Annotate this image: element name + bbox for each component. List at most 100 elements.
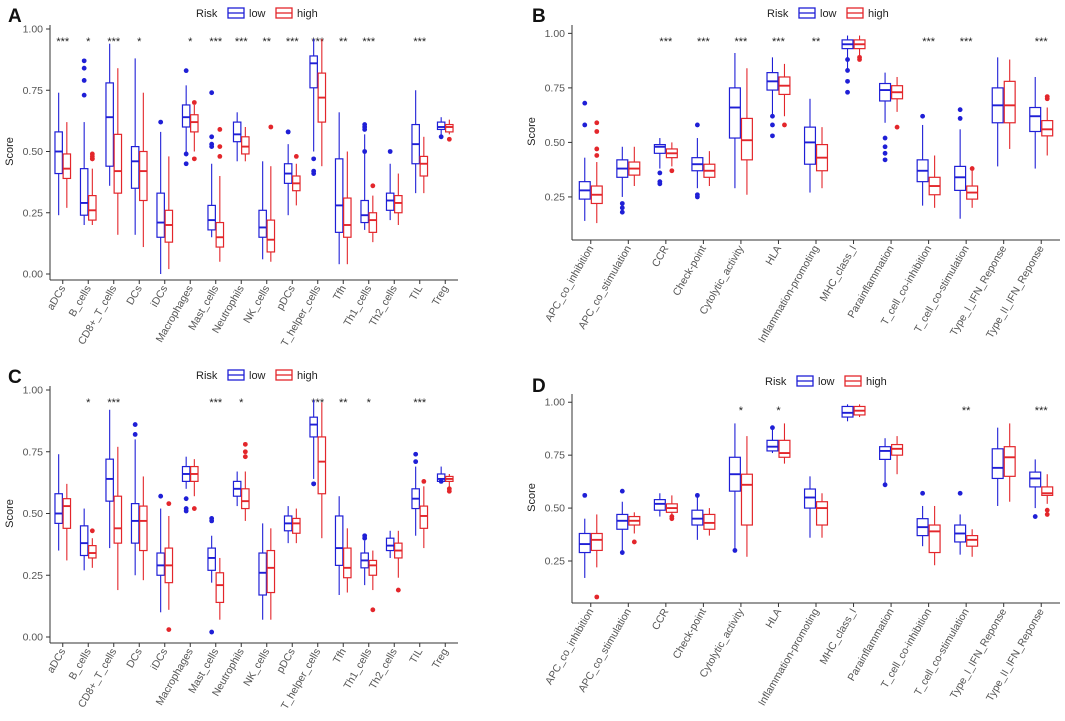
- outlier-point: [395, 587, 401, 593]
- significance-label: **: [339, 397, 348, 409]
- box-low: [954, 107, 967, 219]
- box-iqr: [815, 501, 829, 526]
- box-iqr: [79, 168, 89, 216]
- box-iqr: [954, 165, 967, 191]
- outlier-point: [594, 594, 600, 600]
- outlier-point: [362, 149, 368, 154]
- box-low: [991, 427, 1004, 506]
- x-tick-label: aDCs: [45, 284, 69, 313]
- box-iqr: [368, 212, 378, 233]
- significance-label: ***: [286, 36, 300, 48]
- x-tick-label: TIL: [407, 283, 425, 302]
- box-high: [419, 136, 429, 194]
- outlier-point: [969, 166, 975, 171]
- box-low: [841, 35, 854, 95]
- outlier-point: [594, 146, 600, 152]
- outlier-point: [1044, 507, 1050, 513]
- box-iqr: [139, 150, 148, 202]
- box-iqr: [292, 517, 301, 534]
- box-low: [232, 471, 242, 507]
- box-iqr: [419, 155, 429, 177]
- box-high: [966, 529, 979, 557]
- box-iqr: [105, 458, 114, 502]
- box-iqr: [740, 117, 753, 161]
- box-high: [1041, 474, 1054, 517]
- significance-label: **: [962, 405, 971, 417]
- box-low: [766, 425, 779, 454]
- outlier-point: [582, 122, 588, 128]
- outlier-point: [957, 116, 963, 121]
- box-iqr: [62, 153, 72, 180]
- outlier-point: [362, 122, 368, 127]
- legend-title: Risk: [767, 8, 789, 20]
- outlier-point: [242, 441, 248, 447]
- box-low: [54, 92, 63, 216]
- box-low: [156, 493, 165, 613]
- outlier-point: [81, 92, 87, 98]
- box-high: [445, 119, 454, 142]
- panel-B: B Risk low high0.250.500.751.00ScoreAPC_co_…: [526, 6, 1060, 345]
- legend-label-high: high: [866, 376, 887, 388]
- box-iqr: [241, 136, 250, 155]
- x-tick-label: MHC_class_I: [818, 607, 860, 667]
- box-low: [766, 57, 779, 139]
- box-low: [411, 451, 420, 536]
- box-high: [1041, 94, 1054, 156]
- box-iqr: [891, 443, 904, 456]
- box-iqr: [309, 55, 318, 89]
- outlier-point: [619, 201, 625, 206]
- y-tick-label: 0.50: [545, 503, 566, 515]
- outlier-point: [191, 100, 197, 105]
- box-iqr: [803, 488, 817, 509]
- box-iqr: [1029, 106, 1042, 133]
- outlier-point: [132, 422, 138, 427]
- box-high: [628, 512, 641, 545]
- outlier-point: [957, 490, 963, 496]
- outlier-point: [694, 492, 700, 498]
- box-high: [966, 166, 979, 208]
- panel-D: D Risk low high0.250.500.751.00ScoreAPC_co_…: [526, 375, 1060, 708]
- legend: Risk low high: [765, 375, 887, 388]
- box-high: [113, 68, 123, 235]
- x-tick-label: HLA: [763, 244, 784, 268]
- outlier-point: [413, 451, 419, 457]
- legend: Risk low high: [196, 7, 318, 20]
- box-iqr: [691, 509, 704, 526]
- significance-label: ***: [697, 36, 711, 48]
- legend-label-low: low: [249, 8, 266, 20]
- box-iqr: [1041, 119, 1054, 137]
- y-tick-label: 1.00: [545, 397, 566, 409]
- x-tick-label: aDCs: [45, 647, 69, 676]
- box-iqr: [79, 525, 89, 557]
- legend-title: Risk: [196, 370, 218, 382]
- box-high: [853, 35, 866, 62]
- box-high: [113, 446, 123, 591]
- box-iqr: [241, 488, 250, 510]
- box-low: [54, 454, 63, 551]
- y-axis-title: Score: [4, 137, 16, 166]
- significance-label: ***: [659, 36, 673, 48]
- outlier-point: [285, 129, 291, 135]
- box-high: [139, 476, 148, 581]
- box-low: [105, 409, 114, 549]
- box-iqr: [215, 572, 225, 604]
- outlier-point: [920, 490, 926, 496]
- box-iqr: [130, 503, 140, 544]
- box-high: [891, 76, 904, 130]
- outlier-point: [845, 68, 850, 73]
- outlier-point: [732, 548, 738, 553]
- outlier-point: [158, 493, 164, 499]
- outlier-point: [209, 90, 215, 96]
- box-high: [1003, 59, 1016, 149]
- box-high: [343, 151, 352, 265]
- outlier-point: [362, 535, 368, 541]
- box-iqr: [778, 439, 791, 458]
- box-low: [436, 466, 446, 484]
- outlier-point: [81, 65, 87, 71]
- box-low: [130, 422, 140, 576]
- x-tick-label: CCR: [650, 606, 672, 632]
- x-tick-label: Treg: [430, 646, 451, 670]
- outlier-point: [845, 89, 850, 95]
- outlier-point: [191, 506, 197, 511]
- outlier-point: [183, 68, 189, 74]
